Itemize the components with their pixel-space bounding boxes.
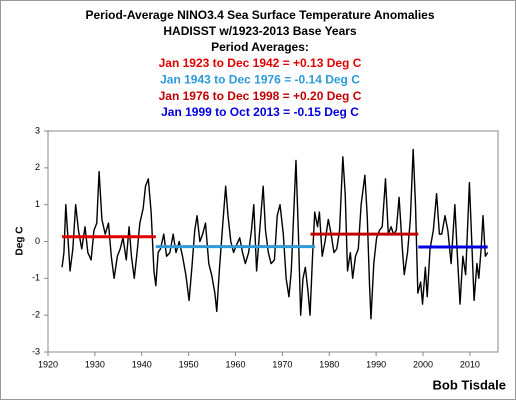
y-tick-label: 2	[35, 162, 40, 172]
x-tick-label: 1960	[225, 359, 245, 369]
data-line	[61, 148, 489, 320]
y-axis-label: Deg C	[15, 227, 26, 256]
period-label: Jan 1943 to Dec 1976 = -0.14 Deg C	[160, 72, 360, 86]
y-tick-label: 1	[35, 199, 40, 209]
period-label: Jan 1999 to Oct 2013 = -0.15 Deg C	[161, 105, 359, 119]
annotation-header: Period Averages:	[211, 40, 309, 54]
y-tick-label: -2	[32, 310, 40, 320]
x-tick-label: 2010	[460, 359, 480, 369]
period-label: Jan 1923 to Dec 1942 = +0.13 Deg C	[159, 56, 362, 70]
period-label: Jan 1976 to Dec 1998 = +0.20 Deg C	[159, 89, 362, 103]
x-tick-label: 1940	[132, 359, 152, 369]
y-tick-label: 0	[35, 236, 40, 246]
chart-subtitle: HADISST w/1923-2013 Base Years	[163, 24, 357, 38]
x-tick-label: 1990	[366, 359, 386, 369]
chart-title: Period-Average NINO3.4 Sea Surface Tempe…	[85, 8, 434, 22]
x-tick-label: 1920	[38, 359, 58, 369]
y-tick-label: -3	[32, 346, 40, 356]
x-tick-label: 2000	[413, 359, 433, 369]
y-tick-label: 3	[35, 125, 40, 135]
x-tick-label: 1970	[272, 359, 292, 369]
x-tick-label: 1980	[319, 359, 339, 369]
credit: Bob Tisdale	[433, 377, 506, 392]
x-tick-label: 1930	[85, 359, 105, 369]
y-tick-label: -1	[32, 273, 40, 283]
x-tick-label: 1950	[179, 359, 199, 369]
